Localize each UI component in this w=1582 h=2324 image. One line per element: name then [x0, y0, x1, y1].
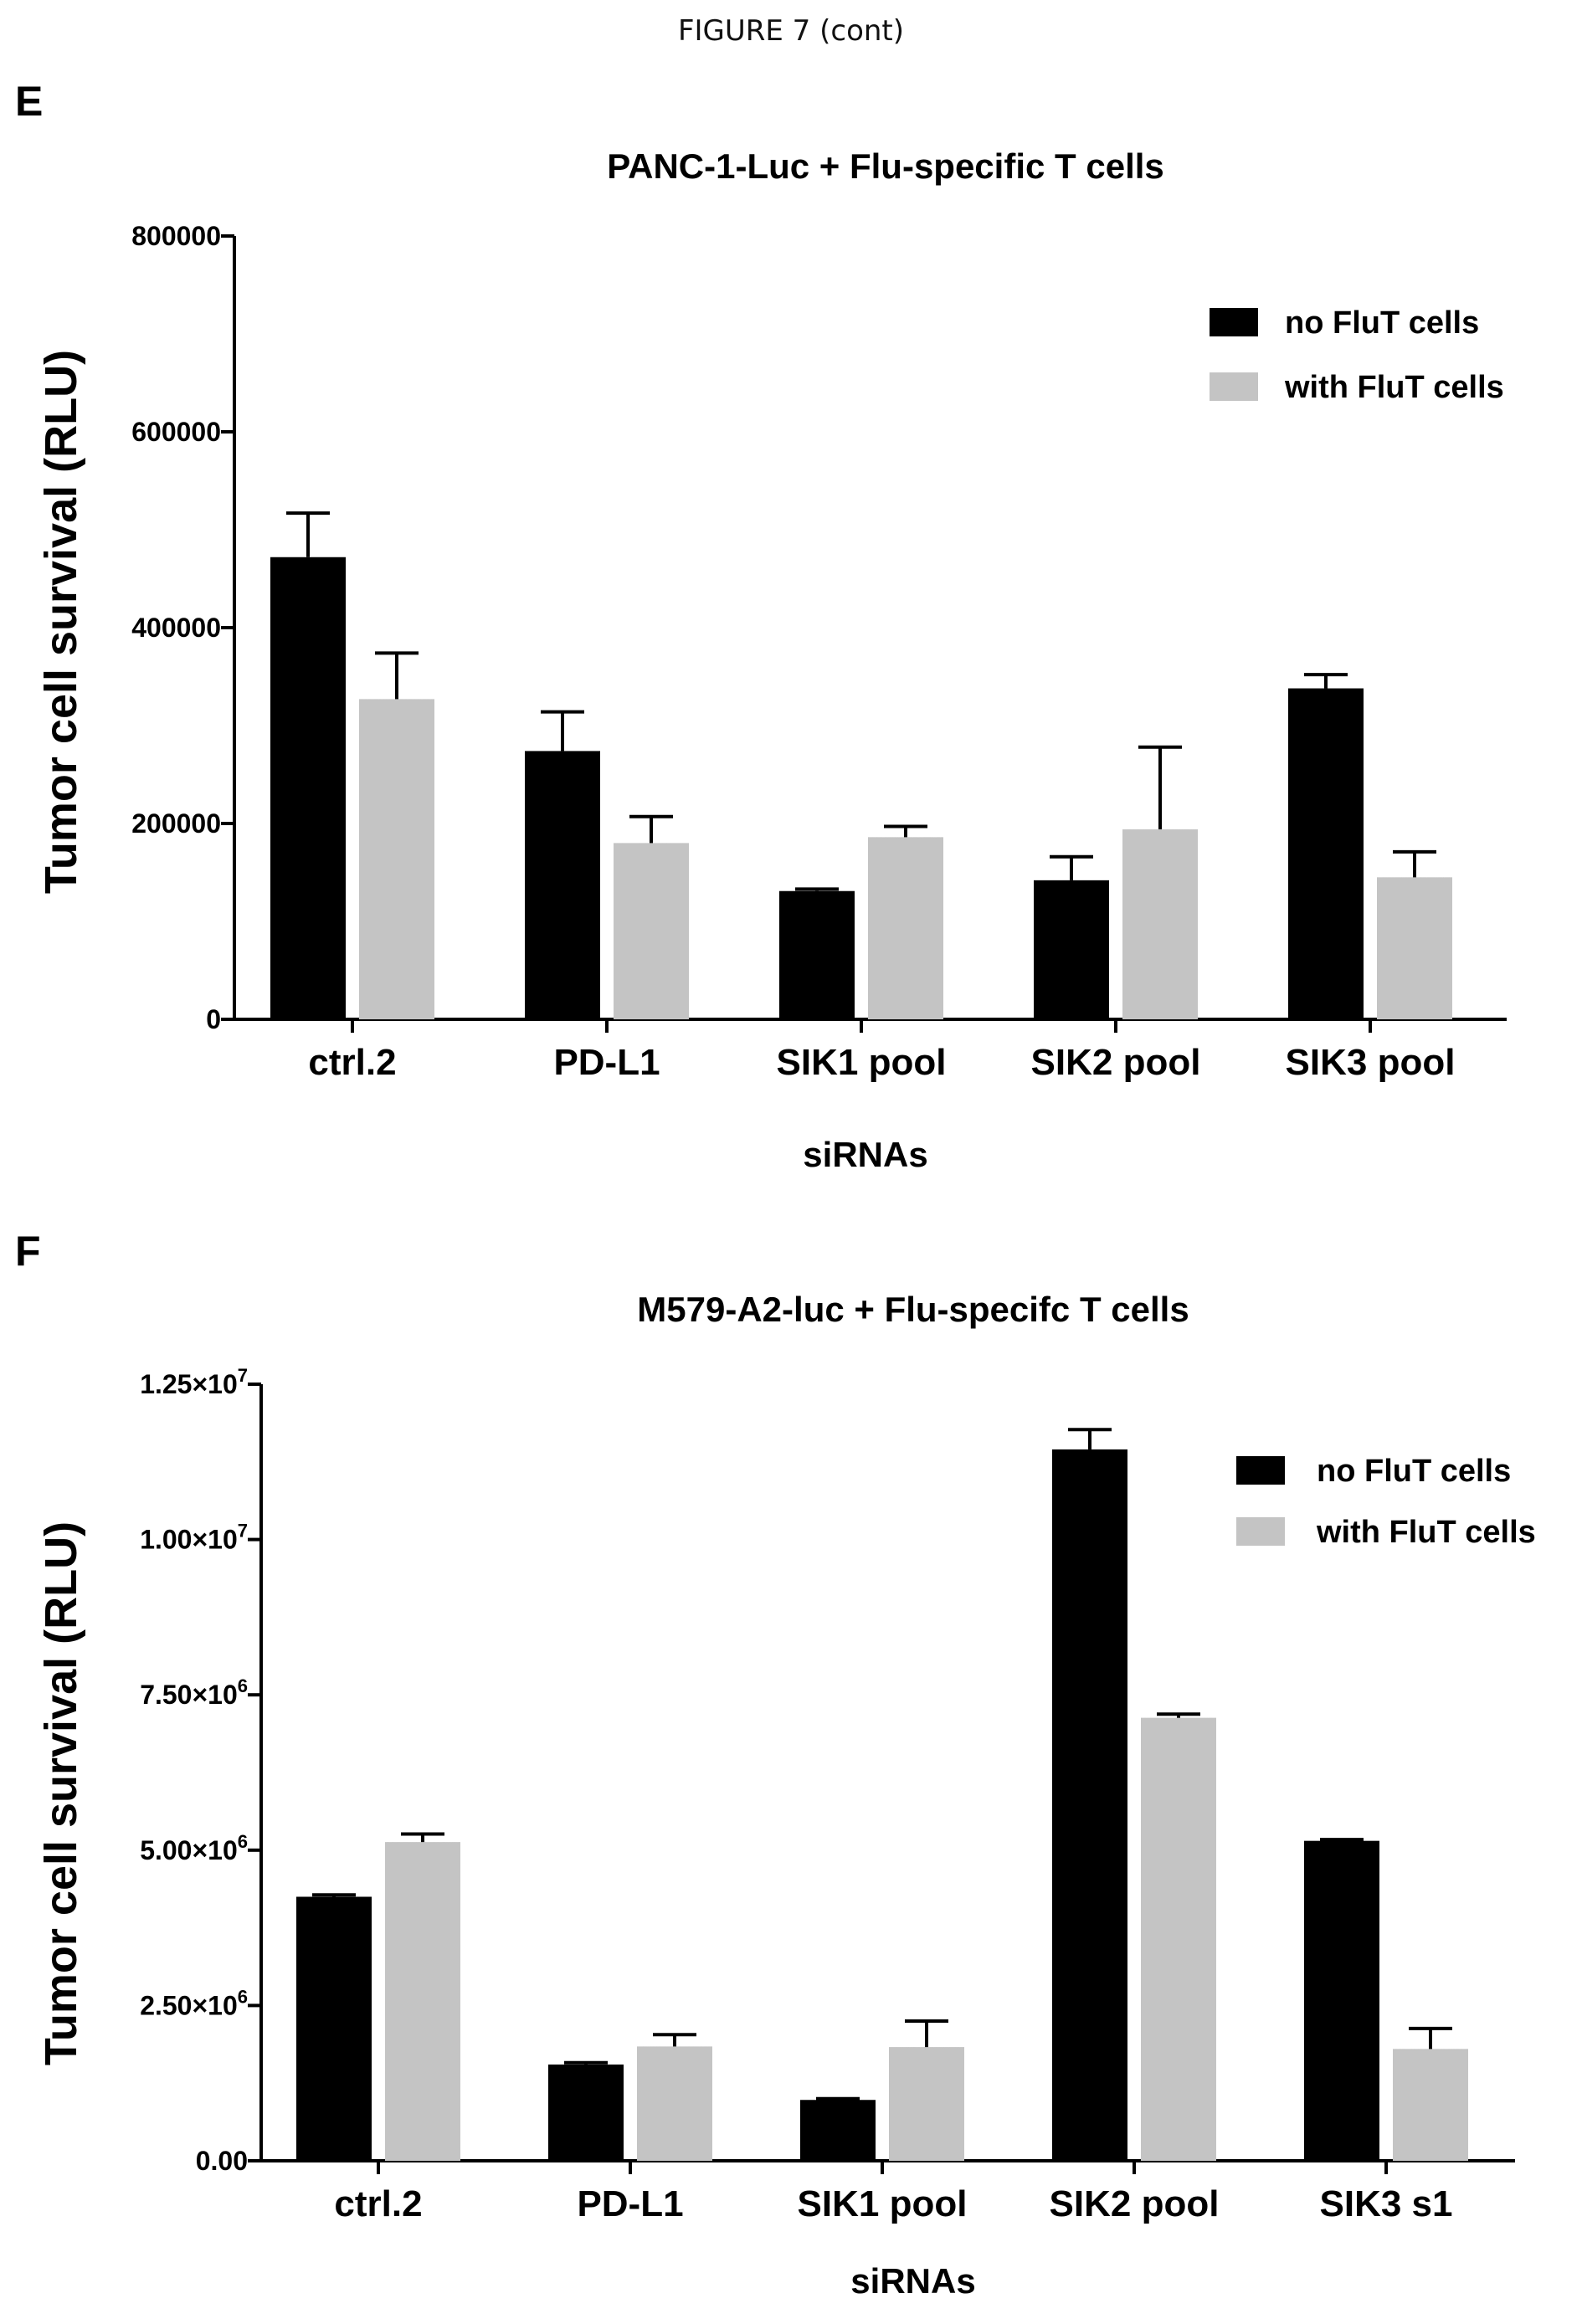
bar-with-flut [889, 2047, 964, 2161]
y-tick-label: 800000 [131, 221, 221, 251]
bar-with-flut [1141, 1717, 1216, 2161]
x-category-label: SIK1 pool [798, 2183, 968, 2224]
bar-no-flut [1052, 1449, 1127, 2161]
legend-swatch-no-flut [1236, 1456, 1285, 1485]
chart-panel-f: F M579-A2-luc + Flu-specifc T cells Tumo… [15, 1228, 1536, 2301]
y-tick-label: 1.25×107 [140, 1365, 248, 1399]
x-axis-label-e: siRNAs [803, 1135, 927, 1174]
x-category-label: ctrl.2 [308, 1042, 396, 1083]
bar-no-flut [548, 2064, 624, 2161]
y-tick-label: 5.00×106 [140, 1831, 248, 1865]
y-tick-label: 0.00 [196, 2146, 248, 2176]
legend-label-no-flut: no FluT cells [1285, 305, 1479, 341]
x-category-label: SIK2 pool [1050, 2183, 1220, 2224]
x-category-label: SIK3 pool [1286, 1042, 1456, 1083]
y-tick-label: 600000 [131, 417, 221, 447]
figure-caption: FIGURE 7 (cont) [678, 14, 904, 48]
x-category-label: SIK2 pool [1031, 1042, 1201, 1083]
chart-panel-e: E PANC-1-Luc + Flu-specific T cells Tumo… [15, 78, 1507, 1174]
bar-with-flut [359, 699, 434, 1019]
y-tick-label: 400000 [131, 613, 221, 643]
bar-with-flut [385, 1842, 460, 2161]
bar-no-flut [296, 1896, 372, 2161]
bar-no-flut [1288, 688, 1364, 1019]
chart-title-e: PANC-1-Luc + Flu-specific T cells [607, 146, 1164, 186]
y-tick-label: 1.00×107 [140, 1521, 248, 1555]
bar-with-flut [614, 843, 689, 1019]
x-category-label: PD-L1 [553, 1042, 660, 1083]
x-category-label: SIK1 pool [777, 1042, 947, 1083]
bar-with-flut [637, 2046, 712, 2161]
y-axis-label-e: Tumor cell survival (RLU) [36, 350, 86, 894]
x-category-label: PD-L1 [577, 2183, 683, 2224]
bar-with-flut [1377, 877, 1452, 1019]
legend-swatch-with-flut [1236, 1517, 1285, 1546]
bar-no-flut [525, 751, 600, 1019]
legend-label-with-flut: with FluT cells [1284, 370, 1504, 405]
y-tick-label: 2.50×106 [140, 1986, 248, 2020]
bar-no-flut [1304, 1840, 1379, 2161]
bar-no-flut [270, 557, 346, 1019]
panel-letter-f: F [15, 1228, 41, 1275]
bar-with-flut [1122, 829, 1198, 1019]
bar-no-flut [779, 890, 855, 1019]
x-axis-label-f: siRNAs [850, 2261, 975, 2301]
y-tick-label: 0 [206, 1004, 221, 1034]
x-category-label: SIK3 s1 [1320, 2183, 1453, 2224]
y-tick-label: 7.50×106 [140, 1675, 248, 1710]
x-category-label: ctrl.2 [334, 2183, 422, 2224]
bar-no-flut [800, 2100, 876, 2161]
bar-no-flut [1034, 880, 1109, 1019]
y-tick-label: 200000 [131, 808, 221, 839]
legend-swatch-no-flut [1210, 308, 1258, 336]
legend-label-with-flut: with FluT cells [1316, 1515, 1536, 1550]
legend-swatch-with-flut [1210, 372, 1258, 401]
chart-title-f: M579-A2-luc + Flu-specifc T cells [637, 1290, 1189, 1329]
legend-label-no-flut: no FluT cells [1317, 1454, 1511, 1489]
panel-letter-e: E [15, 78, 43, 125]
bar-with-flut [868, 837, 943, 1019]
bar-with-flut [1393, 2049, 1468, 2161]
y-axis-label-f: Tumor cell survival (RLU) [36, 1521, 86, 2065]
